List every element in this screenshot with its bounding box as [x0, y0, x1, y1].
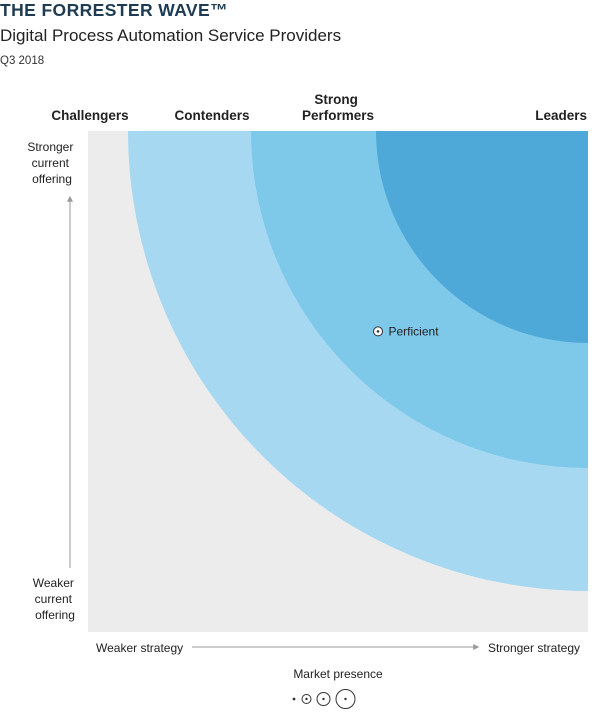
legend-size-dot — [344, 697, 347, 701]
segment-label-contenders: Contenders — [174, 108, 249, 123]
legend-title: Market presence — [293, 667, 383, 681]
market-presence-legend — [292, 689, 356, 709]
report-date: Q3 2018 — [0, 55, 44, 67]
segment-label-challengers: Challengers — [51, 108, 128, 123]
segment-leaders-region — [376, 131, 588, 343]
data-point-label: Perficient — [389, 324, 440, 338]
x-axis-right-label: Stronger strategy — [488, 641, 580, 655]
legend-size-dot — [292, 697, 296, 701]
brand-title: THE FORRESTER WAVE™ — [0, 0, 228, 20]
y-axis-bottom-label: Weaker current offering — [33, 576, 77, 622]
data-point: Perficient — [373, 324, 440, 338]
y-axis-top-label: Stronger current offering — [27, 140, 76, 186]
legend-size-dot — [322, 697, 325, 701]
data-point-center — [376, 330, 380, 333]
x-axis-left-label: Weaker strategy — [96, 641, 183, 655]
data-points: Perficient — [373, 324, 440, 338]
legend-size-dot — [305, 697, 308, 701]
chart-subtitle: Digital Process Automation Service Provi… — [0, 26, 341, 45]
segment-label-leaders: Leaders — [535, 108, 587, 123]
segment-label-strong-performers: Strong Performers — [302, 92, 374, 123]
